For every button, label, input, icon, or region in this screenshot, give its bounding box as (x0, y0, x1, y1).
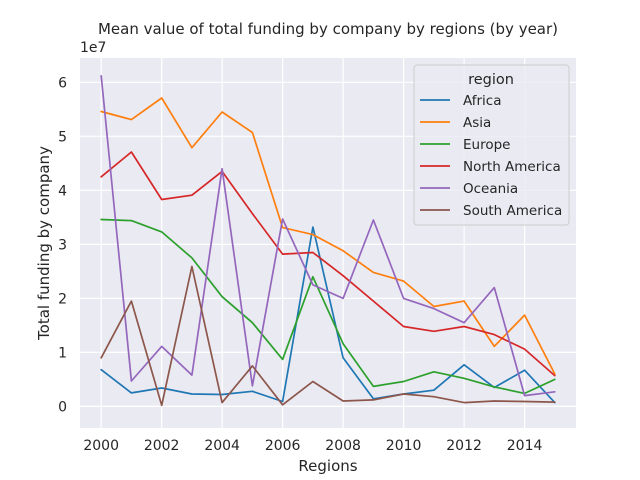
x-tick-label: 2004 (204, 438, 240, 454)
legend-label-asia: Asia (463, 115, 491, 131)
y-tick-label: 6 (58, 75, 67, 91)
y-tick-label: 2 (58, 291, 67, 307)
legend-label-south-america: South America (463, 203, 562, 219)
legend-label-europe: Europe (463, 137, 510, 153)
x-tick-label: 2012 (446, 438, 482, 454)
x-tick-label: 2002 (144, 438, 180, 454)
series-line-north-america (100, 151, 556, 377)
legend-label-africa: Africa (463, 93, 502, 109)
x-tick-label: 2000 (83, 438, 119, 454)
y-axis-label: Total funding by company (35, 146, 53, 341)
y-tick-label: 0 (58, 399, 67, 415)
x-axis-label: Regions (298, 457, 357, 475)
series-line-asia (100, 97, 556, 375)
gridlines (80, 58, 576, 428)
y-tick-label: 3 (58, 237, 67, 253)
chart-title: Mean value of total funding by company b… (98, 20, 558, 38)
y-tick-label: 5 (58, 129, 67, 145)
x-tick-label: 2008 (325, 438, 361, 454)
legend-box (413, 64, 570, 226)
series-lines (100, 74, 556, 407)
legend: region Africa Asia Europe North America Ocea… (413, 64, 570, 226)
series-line-south-america (100, 265, 556, 407)
y-tick-label: 1 (58, 345, 67, 361)
series-line-europe (100, 218, 556, 395)
legend-label-oceania: Oceania (463, 181, 518, 197)
legend-title: region (468, 72, 514, 88)
y-tick-labels: 0 1 2 3 4 5 6 (58, 75, 67, 415)
x-tick-label: 2010 (386, 438, 422, 454)
series-line-oceania (100, 74, 556, 397)
y-tick-label: 4 (58, 183, 67, 199)
x-tick-label: 2006 (265, 438, 301, 454)
y-axis-multiplier: 1e7 (80, 40, 106, 56)
x-tick-labels: 2000 2002 2004 2006 2008 2010 2012 2014 (83, 438, 542, 454)
x-tick-label: 2014 (507, 438, 543, 454)
legend-label-north-america: North America (463, 159, 561, 175)
legend-entries: Africa Asia Europe North America Oceania Sout… (420, 93, 562, 219)
